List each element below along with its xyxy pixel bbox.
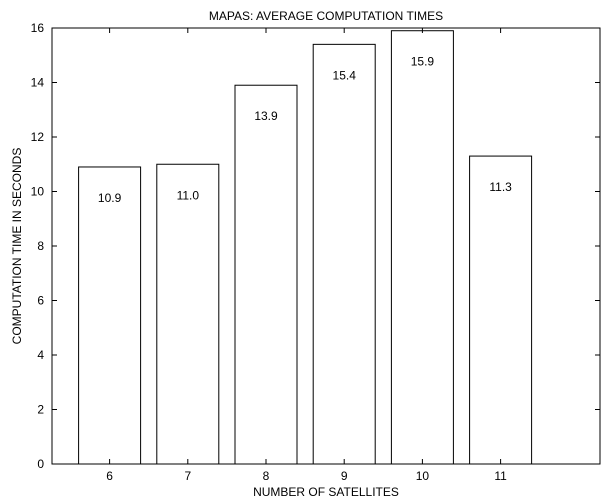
bar-value-label: 15.9 — [411, 55, 435, 69]
bar — [390, 30, 454, 465]
x-tick-label: 8 — [263, 469, 270, 483]
bar — [312, 43, 376, 465]
x-axis: 6 7 8 9 10 11 — [106, 28, 507, 483]
y-tick-label: 8 — [37, 239, 44, 253]
bar — [78, 166, 142, 465]
x-tick-label: 9 — [341, 469, 348, 483]
bar-value-label: 11.0 — [177, 188, 200, 202]
y-tick-label: 12 — [31, 130, 45, 144]
y-tick-label: 2 — [37, 403, 44, 417]
bar — [234, 84, 298, 465]
chart-title: MAPAS: AVERAGE COMPUTATION TIMES — [209, 9, 443, 23]
x-tick-label: 11 — [494, 469, 507, 483]
y-axis-title: COMPUTATION TIME IN SECONDS — [10, 148, 24, 345]
bar-value-label: 15.4 — [333, 68, 357, 82]
bar-value-label: 10.9 — [98, 191, 122, 205]
bar — [469, 155, 533, 465]
y-tick-label: 10 — [31, 185, 45, 199]
y-tick-label: 0 — [37, 457, 44, 471]
x-tick-label: 7 — [184, 469, 191, 483]
value-labels: 10.9 11.0 13.9 15.4 15.9 11.3 — [98, 55, 512, 205]
y-tick-label: 14 — [31, 76, 45, 90]
y-axis: 0 2 4 6 8 10 12 14 16 — [31, 21, 600, 471]
x-axis-title: NUMBER OF SATELLITES — [253, 485, 399, 499]
bars — [78, 30, 533, 465]
y-tick-label: 6 — [37, 294, 44, 308]
bar — [156, 163, 220, 465]
y-tick-label: 16 — [31, 21, 45, 35]
bar-value-label: 11.3 — [489, 180, 512, 194]
y-tick-label: 4 — [37, 348, 44, 362]
x-tick-label: 6 — [106, 469, 113, 483]
bar-value-label: 13.9 — [254, 109, 278, 123]
plot-area: 10.9 11.0 13.9 15.4 15.9 11.3 0 2 4 6 8 10 12 14 16 6… — [31, 21, 601, 483]
x-tick-label: 10 — [416, 469, 430, 483]
